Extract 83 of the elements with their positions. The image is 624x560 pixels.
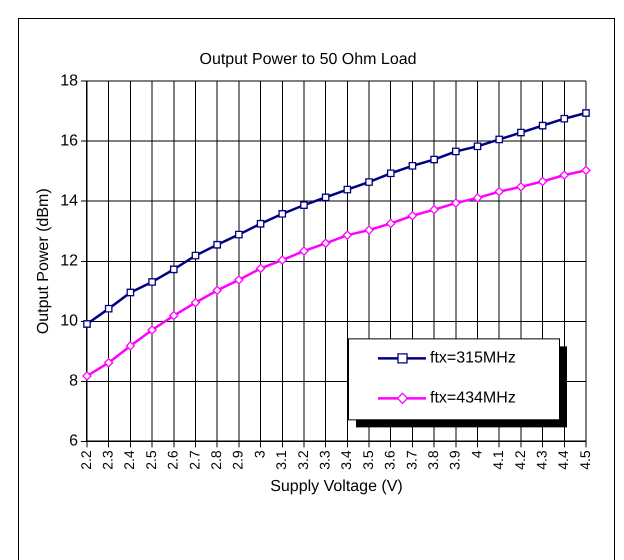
legend-label: ftx=434MHz	[430, 390, 516, 407]
x-tick-label: 3.9	[446, 450, 463, 470]
point	[256, 220, 264, 228]
chart-title: Output Power to 50 Ohm Load	[199, 51, 417, 68]
point	[495, 136, 504, 144]
point	[170, 266, 178, 274]
point	[278, 255, 287, 265]
point	[560, 170, 569, 180]
point	[408, 211, 418, 220]
x-tick-label: 4	[468, 450, 484, 458]
y-tick-label: 18	[60, 72, 78, 90]
point	[582, 109, 590, 117]
point	[472, 193, 482, 203]
point	[300, 201, 308, 209]
x-tick-label: 2.7	[186, 450, 202, 470]
point	[126, 341, 136, 351]
point	[560, 114, 568, 123]
point	[386, 170, 395, 178]
point	[322, 194, 330, 202]
x-tick-label: 2.6	[164, 450, 181, 470]
x-tick-label: 3.6	[382, 450, 398, 470]
x-tick-label: 3.2	[294, 450, 311, 470]
x-tick-label: 2.3	[100, 450, 116, 470]
x-tick-label: 4.3	[533, 450, 550, 470]
point	[474, 142, 482, 150]
x-tick-label: 4.1	[490, 450, 506, 470]
x-axis-title: Supply Voltage (V)	[270, 478, 403, 495]
y-tick-label: 16	[60, 132, 78, 150]
x-tick-label: 4.4	[555, 450, 572, 470]
y-tick-label: 14	[60, 192, 78, 210]
point	[148, 278, 156, 286]
point	[278, 210, 286, 218]
legend-label: ftx=315MHz	[430, 350, 516, 367]
x-tick-label: 4.5	[576, 450, 593, 470]
point	[430, 156, 438, 164]
point	[517, 128, 525, 136]
point	[494, 186, 504, 196]
x-tick-label: 2.5	[142, 450, 159, 470]
point	[299, 246, 309, 256]
point	[452, 148, 460, 156]
point	[581, 166, 591, 175]
point	[212, 286, 222, 296]
x-tick-label: 3.1	[273, 450, 290, 470]
point	[364, 225, 374, 235]
point	[386, 218, 396, 228]
point	[83, 320, 91, 328]
y-tick-label: 12	[60, 252, 78, 270]
point	[516, 182, 526, 192]
x-tick-label: 2.9	[230, 450, 246, 470]
point	[126, 288, 134, 296]
point	[451, 198, 460, 208]
x-tick-label: 3.5	[360, 450, 376, 470]
point	[104, 358, 114, 368]
y-tick-label: 8	[69, 372, 78, 390]
x-tick-label: 3	[251, 450, 268, 458]
point	[321, 238, 330, 248]
point	[342, 230, 352, 240]
y-tick-label: 6	[69, 432, 78, 450]
point	[538, 176, 548, 186]
point	[344, 186, 352, 194]
x-tick-label: 2.2	[78, 450, 94, 470]
x-tick-label: 2.8	[208, 450, 224, 470]
x-tick-label: 4.2	[512, 450, 528, 470]
point	[429, 205, 439, 214]
x-tick-label: 2.4	[121, 450, 138, 470]
x-tick-label: 3.8	[424, 450, 441, 470]
point	[235, 230, 243, 238]
point	[538, 122, 546, 130]
x-tick-label: 3.3	[316, 450, 333, 470]
point	[256, 264, 266, 274]
point	[213, 240, 222, 249]
point	[104, 304, 113, 313]
y-axis-title: Output Power (dBm)	[35, 188, 52, 334]
x-tick-label: 3.4	[338, 450, 354, 470]
x-tick-label: 3.7	[403, 450, 420, 470]
point	[190, 298, 200, 308]
point	[365, 178, 373, 186]
point	[408, 162, 416, 170]
point	[169, 310, 178, 320]
point	[192, 252, 200, 260]
point	[147, 325, 157, 335]
point	[234, 275, 244, 285]
y-tick-label: 10	[60, 312, 78, 330]
